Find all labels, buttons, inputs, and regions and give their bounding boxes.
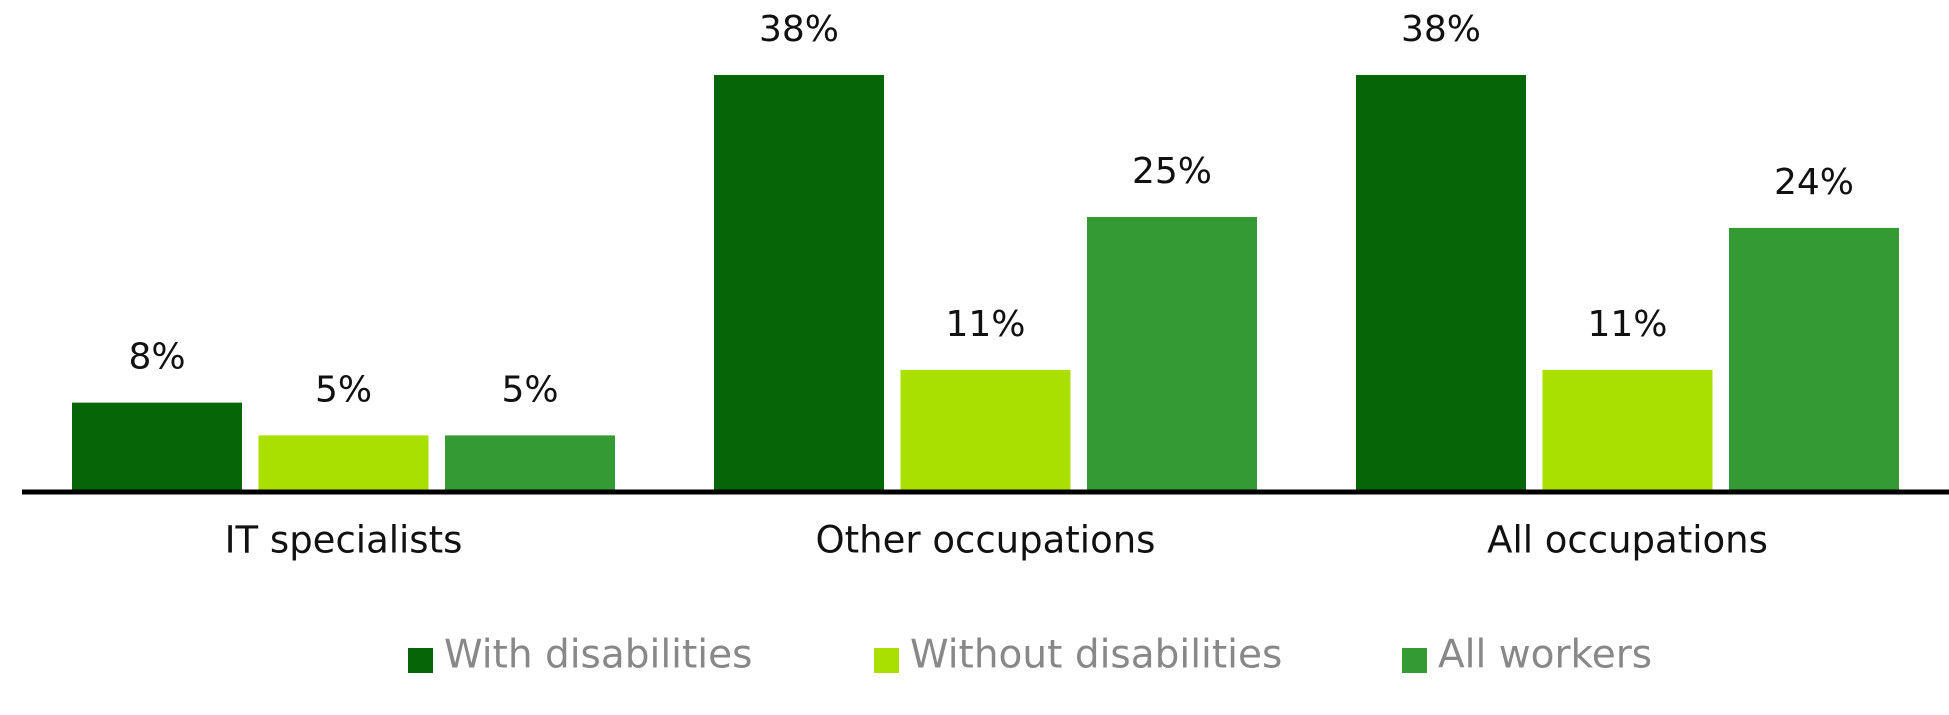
bar bbox=[258, 435, 429, 490]
value-label: 38% bbox=[1401, 9, 1481, 50]
value-label: 25% bbox=[1132, 151, 1212, 192]
legend-label: Without disabilities bbox=[910, 633, 1282, 678]
legend-swatch bbox=[408, 648, 433, 673]
x-tick-label: IT specialists bbox=[225, 519, 463, 562]
bar bbox=[900, 369, 1071, 490]
value-label: 5% bbox=[501, 369, 558, 410]
value-label: 11% bbox=[1587, 304, 1667, 345]
value-label: 24% bbox=[1774, 162, 1854, 203]
bar bbox=[1729, 227, 1899, 491]
x-tick-label: Other occupations bbox=[816, 519, 1156, 562]
value-label: 5% bbox=[315, 369, 372, 410]
legend-label: All workers bbox=[1438, 633, 1652, 678]
value-label: 38% bbox=[759, 9, 839, 50]
legend-swatch bbox=[1402, 648, 1427, 673]
bar bbox=[445, 435, 615, 490]
x-tick-label: All occupations bbox=[1487, 519, 1768, 562]
value-label: 11% bbox=[945, 304, 1025, 345]
bar bbox=[1356, 75, 1526, 490]
bar bbox=[72, 402, 242, 490]
legend-swatch bbox=[874, 648, 899, 673]
bar bbox=[714, 75, 884, 490]
value-label: 8% bbox=[128, 337, 185, 378]
bar bbox=[1542, 369, 1713, 490]
bar bbox=[1087, 216, 1257, 490]
legend-label: With disabilities bbox=[444, 633, 752, 678]
